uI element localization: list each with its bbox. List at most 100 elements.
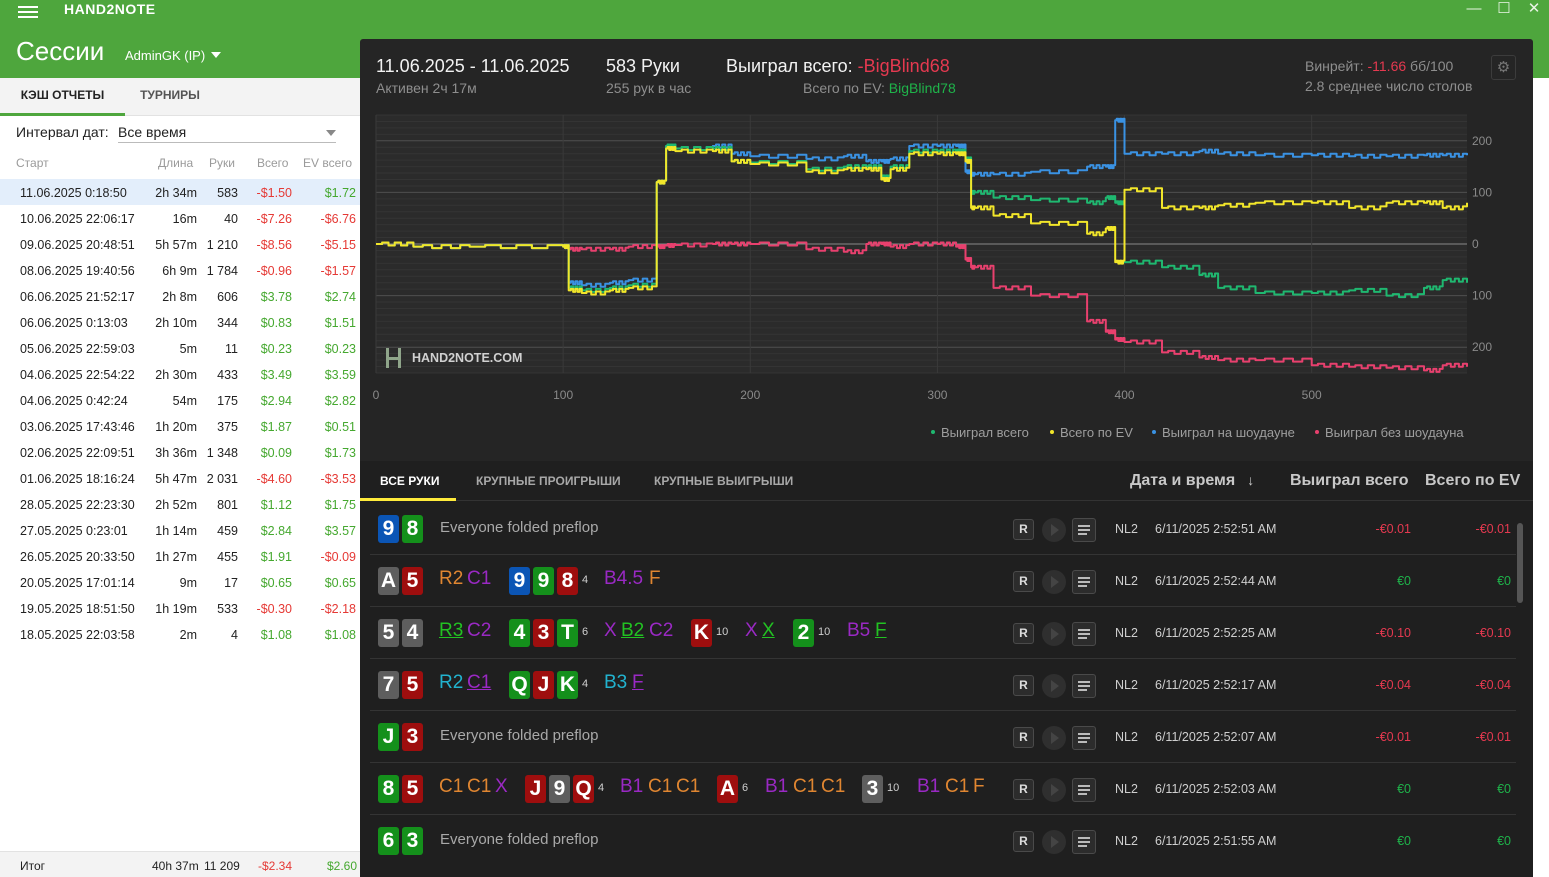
hand-row[interactable]: 8 5 C1 C1 X J 9 Q 4 B1 C1 C1 A 6 B1 C1 C… [370, 763, 1516, 815]
col-ev-total[interactable]: Всего по EV [1425, 472, 1521, 489]
legend-won-showdown[interactable]: Выиграл на шоудауне [1152, 425, 1295, 440]
col-ev-total[interactable]: EV всего [303, 156, 353, 170]
session-row[interactable]: 04.06.2025 22:54:22 2h 30m 433 $3.49 $3.59 [0, 361, 360, 387]
session-ev: $1.73 [324, 446, 356, 460]
gear-icon[interactable]: ⚙ [1491, 55, 1516, 80]
session-row[interactable]: 18.05.2025 22:03:58 2m 4 $1.08 $1.08 [0, 621, 360, 647]
session-row[interactable]: 05.06.2025 22:59:03 5m 11 $0.23 $0.23 [0, 335, 360, 361]
totals-label: Итог [20, 859, 46, 873]
players-count: 10 [818, 626, 831, 638]
legend-won-no-showdown[interactable]: Выиграл без шоудауна [1315, 425, 1464, 440]
hand-history-icon[interactable] [1072, 570, 1096, 594]
col-date-time-label: Дата и время [1130, 472, 1236, 489]
x-tick-label: 200 [740, 388, 760, 402]
play-icon[interactable] [1042, 570, 1066, 594]
session-row[interactable]: 27.05.2025 0:23:01 1h 14m 459 $2.84 $3.57 [0, 517, 360, 543]
winrate: Винрейт: -11.66 бб/100 [1305, 58, 1453, 74]
session-hands: 1 210 [206, 238, 238, 252]
col-start[interactable]: Старт [16, 156, 49, 170]
card: Q [573, 775, 594, 803]
card: J [525, 775, 546, 803]
session-start: 04.06.2025 22:54:22 [20, 368, 135, 382]
replay-button[interactable]: R [1013, 831, 1034, 852]
session-row[interactable]: 04.06.2025 0:42:24 54m 175 $2.94 $2.82 [0, 387, 360, 413]
hand-history-icon[interactable] [1072, 830, 1096, 854]
hand-history-icon[interactable] [1072, 518, 1096, 542]
hand-won: €0 [1397, 834, 1411, 848]
tab-all-hands[interactable]: ВСЕ РУКИ [380, 474, 440, 488]
scrollbar-thumb[interactable] [1517, 523, 1523, 603]
session-row[interactable]: 28.05.2025 22:23:30 2h 52m 801 $1.12 $1.75 [0, 491, 360, 517]
legend-dot-icon [1152, 430, 1156, 434]
play-icon[interactable] [1042, 518, 1066, 542]
col-length[interactable]: Длина [158, 156, 194, 170]
session-row[interactable]: 02.06.2025 22:09:51 3h 36m 1 348 $0.09 $1.73 [0, 439, 360, 465]
close-icon[interactable]: ✕ [1527, 0, 1541, 17]
hands-count: 583 Руки [606, 56, 680, 76]
col-total[interactable]: Всего [257, 156, 289, 170]
session-hands: 455 [217, 550, 238, 564]
replay-button[interactable]: R [1013, 727, 1034, 748]
session-len: 5h 57m [155, 238, 197, 252]
replay-button[interactable]: R [1013, 675, 1034, 696]
scrollbar[interactable] [1516, 515, 1524, 867]
session-stats: 11.06.2025 - 11.06.2025 Активен 2ч 17м 5… [360, 39, 1533, 101]
maximize-icon[interactable]: ☐ [1497, 0, 1511, 17]
session-row[interactable]: 26.05.2025 20:33:50 1h 27m 455 $1.91 -$0.09 [0, 543, 360, 569]
tab-big-losses[interactable]: КРУПНЫЕ ПРОИГРЫШИ [476, 474, 621, 488]
session-total: $1.08 [260, 628, 292, 642]
players-count: 4 [598, 782, 605, 794]
hand-history-icon[interactable] [1072, 674, 1096, 698]
hand-history-icon[interactable] [1072, 726, 1096, 750]
hand-row[interactable]: 6 3 Everyone folded preflop [370, 815, 1516, 867]
session-row[interactable]: 10.06.2025 22:06:17 16m 40 -$7.26 -$6.76 [0, 205, 360, 231]
hand-history-icon[interactable] [1072, 622, 1096, 646]
replay-button[interactable]: R [1013, 571, 1034, 592]
card: A [717, 775, 738, 803]
hand-won: -€0.10 [1375, 626, 1411, 640]
session-row[interactable]: 20.05.2025 17:01:14 9m 17 $0.65 $0.65 [0, 569, 360, 595]
session-row[interactable]: 11.06.2025 0:18:50 2h 34m 583 -$1.50 $1.72 [0, 179, 360, 205]
hand-row[interactable]: 5 4 R3 C2 4 3 T 6 X B2 C2 K 10 X X 2 10 … [370, 607, 1516, 659]
col-hands[interactable]: Руки [209, 156, 235, 170]
session-row[interactable]: 09.06.2025 20:48:51 5h 57m 1 210 -$8.56 -$5.… [0, 231, 360, 257]
hand-row[interactable]: 7 5 R2 C1 Q J K 4 B3 F [370, 659, 1516, 711]
replay-button[interactable]: R [1013, 623, 1034, 644]
interval-select[interactable]: Все время [118, 124, 336, 143]
session-hands: 40 [224, 212, 238, 226]
play-icon[interactable] [1042, 674, 1066, 698]
hand-ev: €0 [1497, 574, 1511, 588]
hamburger-menu-icon[interactable] [18, 3, 38, 19]
session-total: $1.87 [260, 420, 292, 434]
hand-row[interactable]: A 5 R2 C1 9 9 8 4 B4.5 F [370, 555, 1516, 607]
minimize-icon[interactable]: — [1466, 0, 1482, 17]
session-detail: 11.06.2025 - 11.06.2025 Активен 2ч 17м 5… [360, 39, 1533, 877]
tab-cash-reports[interactable]: КЭШ ОТЧЕТЫ [0, 78, 125, 116]
play-icon[interactable] [1042, 726, 1066, 750]
hand-row[interactable]: 9 8 Everyone folded preflop [370, 503, 1516, 555]
user-selector[interactable]: AdminGK (IP) [125, 48, 222, 63]
replay-button[interactable]: R [1013, 519, 1034, 540]
session-row[interactable]: 03.06.2025 17:43:46 1h 20m 375 $1.87 $0.51 [0, 413, 360, 439]
session-row[interactable]: 08.06.2025 19:40:56 6h 9m 1 784 -$0.96 -$1.5… [0, 257, 360, 283]
col-won-total[interactable]: Выиграл всего [1290, 472, 1409, 489]
hand-history-icon[interactable] [1072, 778, 1096, 802]
col-date-time[interactable]: Дата и время ↓ [1130, 472, 1254, 490]
play-icon[interactable] [1042, 830, 1066, 854]
tab-big-wins[interactable]: КРУПНЫЕ ВЫИГРЫШИ [654, 474, 794, 488]
session-row[interactable]: 19.05.2025 18:51:50 1h 19m 533 -$0.30 -$2.18 [0, 595, 360, 621]
session-row[interactable]: 01.06.2025 18:16:24 5h 47m 2 031 -$4.60 -$3.… [0, 465, 360, 491]
hand-time: 6/11/2025 2:52:17 AM [1155, 678, 1277, 692]
session-hands: 175 [217, 394, 238, 408]
replay-button[interactable]: R [1013, 779, 1034, 800]
session-row[interactable]: 06.06.2025 0:13:03 2h 10m 344 $0.83 $1.51 [0, 309, 360, 335]
legend-won-total[interactable]: Выиграл всего [931, 425, 1029, 440]
chart-watermark: HAND2NOTE.COM [412, 351, 522, 365]
play-icon[interactable] [1042, 778, 1066, 802]
session-start: 28.05.2025 22:23:30 [20, 498, 135, 512]
dropdown-arrow-icon[interactable] [326, 130, 336, 136]
legend-ev-total[interactable]: Всего по EV [1050, 425, 1133, 440]
hand-row[interactable]: J 3 Everyone folded preflop [370, 711, 1516, 763]
session-row[interactable]: 06.06.2025 21:52:17 2h 8m 606 $3.78 $2.74 [0, 283, 360, 309]
play-icon[interactable] [1042, 622, 1066, 646]
